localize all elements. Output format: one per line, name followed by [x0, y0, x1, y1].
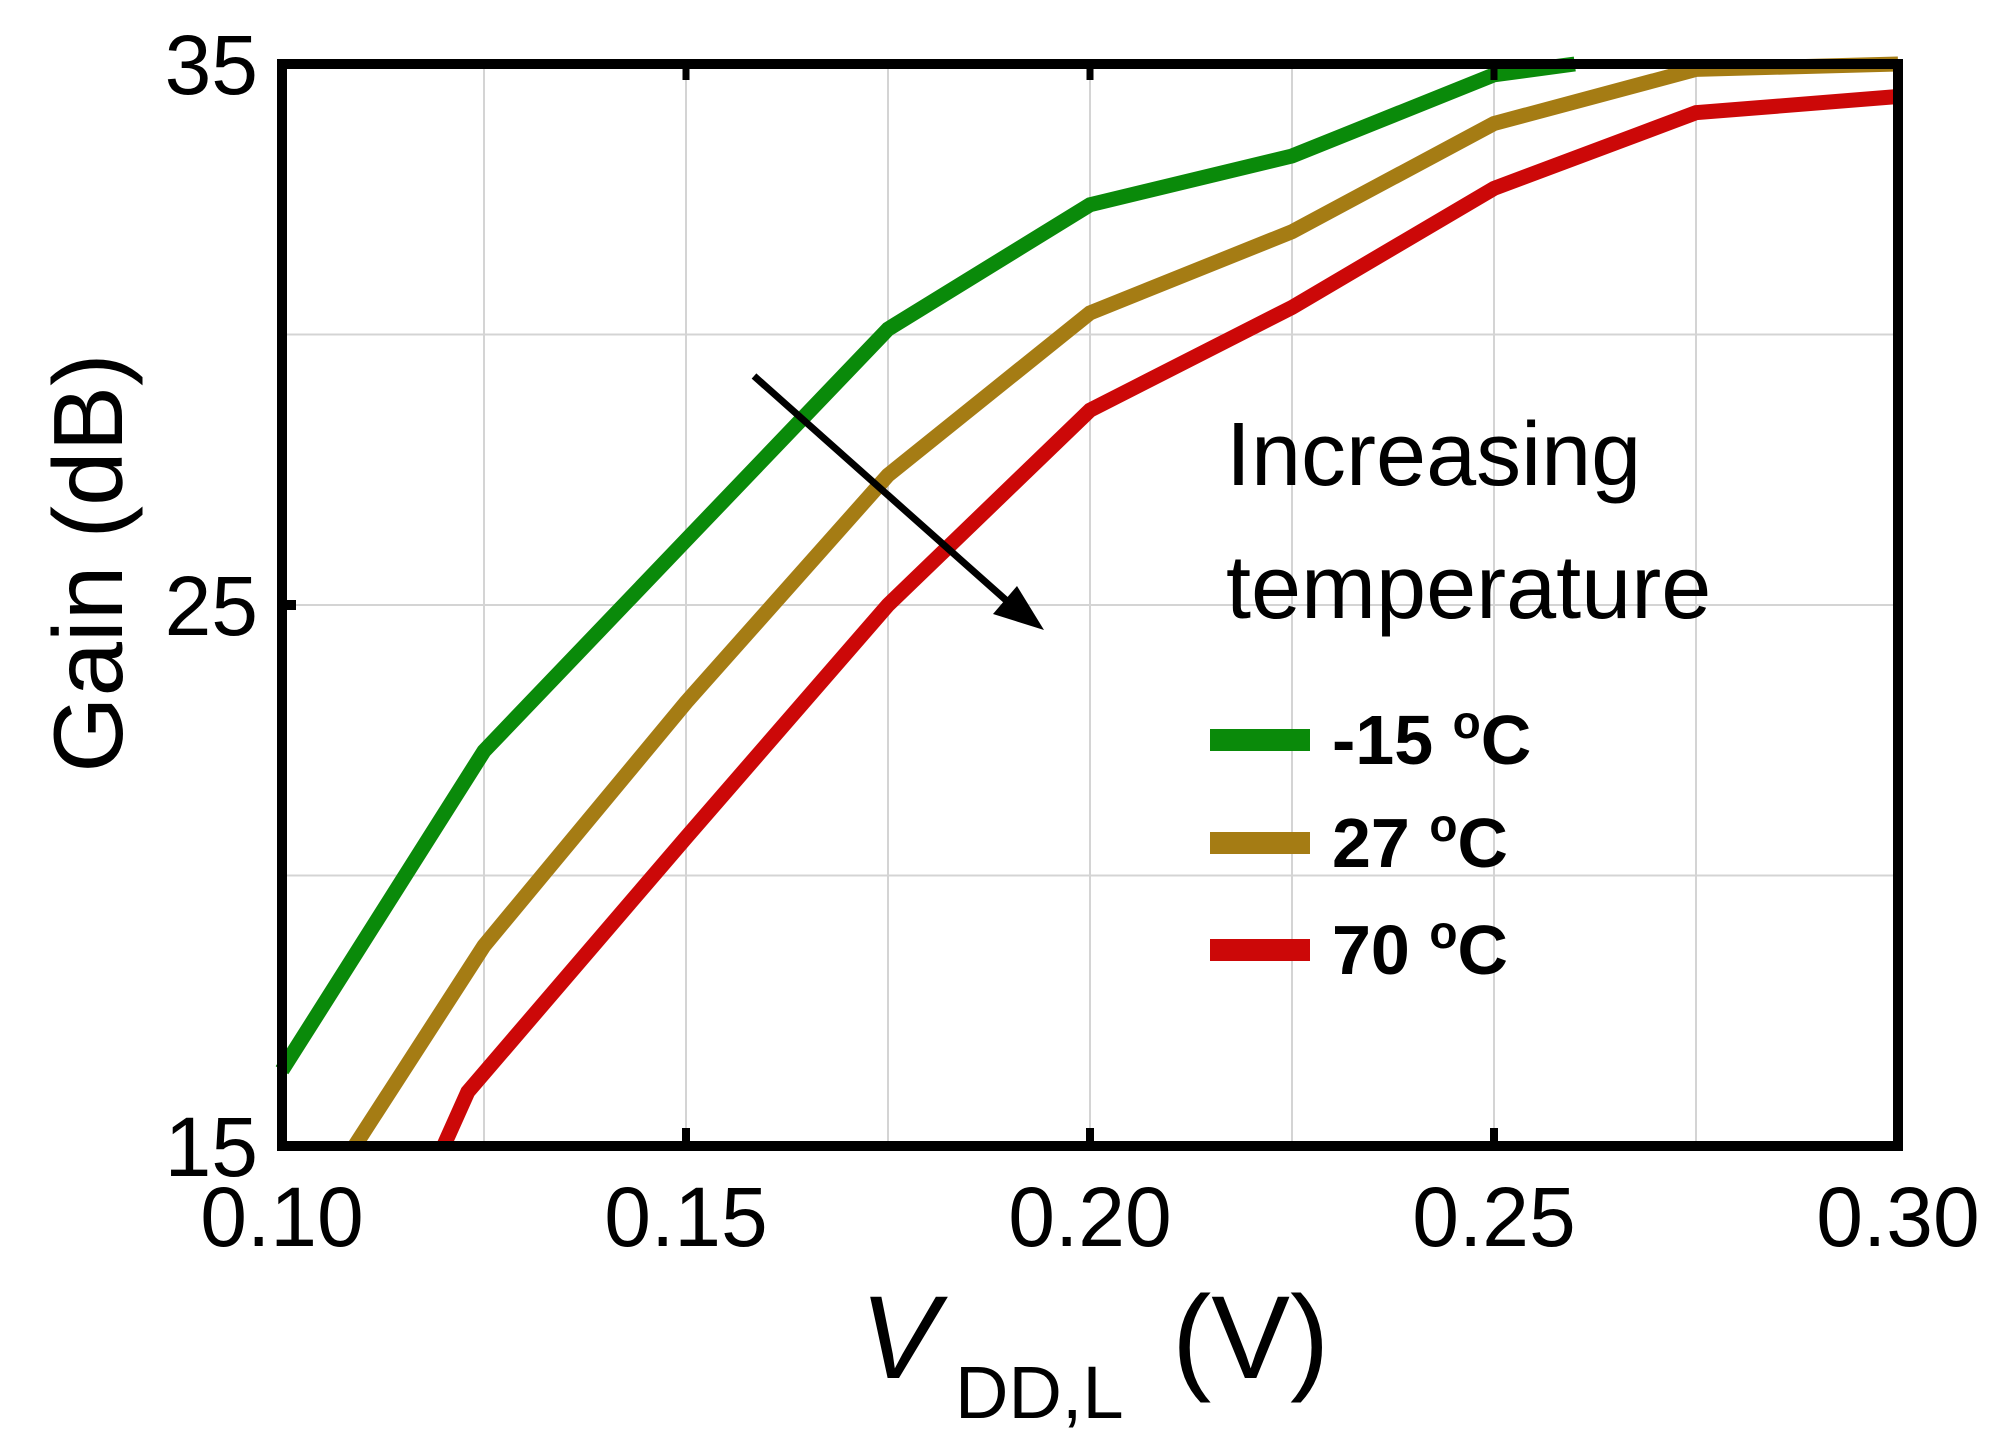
- series-line--15: [275, 56, 1576, 1075]
- series-group: [275, 56, 1899, 1151]
- x-tick-label: 0.10: [200, 1170, 364, 1264]
- y-tick-label: 25: [165, 559, 258, 653]
- y-tick-label: 15: [165, 1100, 258, 1194]
- legend-label--15: -15 oC: [1332, 696, 1531, 779]
- annotation-line-1: Increasing: [1226, 405, 1641, 505]
- legend: -15 oC 27 oC 70 oC: [1210, 696, 1531, 989]
- annotation-line-2: temperature: [1226, 538, 1711, 638]
- x-axis-label-symbol: V: [860, 1272, 948, 1404]
- annotation: Increasing temperature: [751, 373, 1711, 638]
- legend-label-27: 27 oC: [1332, 799, 1508, 882]
- annotation-arrow: [751, 373, 1029, 621]
- x-axis-label-subscript: DD,L: [955, 1351, 1124, 1434]
- x-tick-label: 0.30: [1816, 1170, 1980, 1264]
- x-tick-label: 0.25: [1412, 1170, 1576, 1264]
- x-axis-label: V DD,L (V): [860, 1272, 1329, 1434]
- ticks-group: [278, 59, 1902, 1151]
- arrow-head-icon: [993, 586, 1044, 630]
- series-line-27: [348, 56, 1899, 1151]
- tick-labels-group: 0.10 0.15 0.20 0.25 0.30 15 25 35: [165, 18, 1980, 1264]
- y-tick-label: 35: [165, 18, 258, 112]
- x-tick-label: 0.15: [604, 1170, 768, 1264]
- y-axis-label: Gain (dB): [33, 353, 143, 772]
- legend-label-70: 70 oC: [1332, 906, 1508, 989]
- series-line-70: [436, 89, 1899, 1150]
- x-axis-label-unit: (V): [1172, 1272, 1329, 1404]
- x-tick-label: 0.20: [1008, 1170, 1172, 1264]
